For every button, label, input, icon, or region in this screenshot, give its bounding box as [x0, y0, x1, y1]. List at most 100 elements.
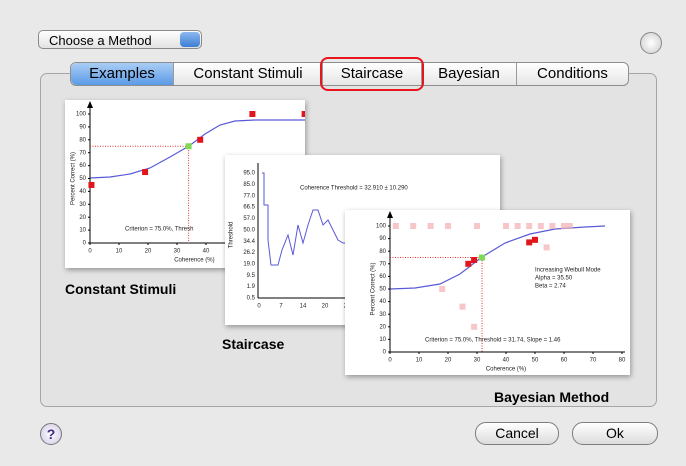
y-axis-label: Threshold: [229, 222, 235, 249]
y-tick-label: 40: [79, 189, 86, 195]
faint-point: [428, 223, 434, 229]
y-tick-label: 10: [379, 337, 386, 343]
faint-point: [515, 223, 521, 229]
faint-point: [561, 223, 567, 229]
example-label: Bayesian Method: [494, 389, 609, 405]
x-tick-label: 7: [279, 304, 283, 310]
y-tick-label: 20: [379, 324, 386, 330]
y-tick-label: 85.0: [243, 182, 255, 188]
help-button[interactable]: ?: [40, 423, 62, 445]
y-tick-label: 57.0: [243, 216, 255, 222]
y-tick-label: 50.0: [243, 227, 255, 233]
tab[interactable]: Staircase: [322, 63, 421, 85]
faint-point: [471, 324, 477, 330]
y-axis-label: Percent Correct (%): [71, 152, 77, 205]
annotation: Beta = 2.74: [535, 284, 567, 290]
faint-point: [474, 223, 480, 229]
data-point: [142, 169, 148, 175]
annotation: Coherence Threshold = 32.910 ± 10.290: [300, 186, 408, 192]
tab[interactable]: Bayesian: [421, 63, 516, 85]
popup-text: Choose a Method: [49, 33, 152, 48]
ok-button[interactable]: Ok: [572, 422, 658, 445]
x-tick-label: 30: [174, 249, 181, 255]
y-axis-label: Percent Correct (%): [371, 262, 377, 315]
data-point: [526, 239, 532, 245]
y-tick-label: 95.0: [243, 171, 255, 177]
x-tick-label: 60: [561, 358, 568, 364]
x-tick-label: 0: [88, 249, 92, 255]
method-popup[interactable]: Choose a Method: [38, 30, 202, 49]
y-tick-label: 70: [379, 261, 386, 267]
faint-point: [526, 223, 532, 229]
x-tick-label: 70: [590, 358, 597, 364]
annotation: Criterion = 75.0%, Thresh: [125, 227, 193, 233]
x-tick-label: 50: [532, 358, 539, 364]
y-tick-label: 50: [79, 176, 86, 182]
example-label: Constant Stimuli: [65, 281, 176, 297]
y-tick-label: 26.2: [243, 250, 255, 256]
data-point: [197, 137, 203, 143]
faint-point: [549, 223, 555, 229]
y-tick-label: 30: [79, 202, 86, 208]
faint-point: [538, 223, 544, 229]
x-tick-label: 0: [257, 304, 261, 310]
y-tick-label: 80: [79, 137, 86, 143]
thumbnail-plot: 010203040506070809010001020304050607080C…: [345, 210, 630, 375]
y-tick-label: 90: [379, 236, 386, 242]
x-tick-label: 10: [116, 249, 123, 255]
y-tick-label: 60: [379, 274, 386, 280]
faint-point: [567, 223, 573, 229]
y-tick-label: 77.0: [243, 193, 255, 199]
x-tick-label: 20: [445, 358, 452, 364]
threshold-point: [479, 255, 485, 261]
y-tick-label: 19.0: [243, 261, 255, 267]
x-axis-label: Coherence (%): [174, 258, 214, 264]
y-tick-label: 90: [79, 124, 86, 130]
y-tick-label: 60: [79, 163, 86, 169]
tab[interactable]: Examples: [71, 63, 173, 85]
faint-point: [439, 286, 445, 292]
annotation: Alpha = 35.50: [535, 276, 573, 282]
lock-icon[interactable]: [640, 32, 662, 54]
data-point: [465, 261, 471, 267]
data-point: [302, 111, 305, 117]
faint-point: [410, 223, 416, 229]
x-tick-label: 40: [503, 358, 510, 364]
bayesian-thumbnail: 010203040506070809010001020304050607080C…: [345, 210, 630, 375]
dialog: Choose a Method ExamplesConstant Stimuli…: [0, 0, 686, 466]
data-point: [471, 257, 477, 263]
data-point: [249, 111, 255, 117]
annotation: Increasing Weibull Mode: [535, 268, 601, 274]
tab[interactable]: Constant Stimuli: [173, 63, 322, 85]
example-label: Staircase: [222, 336, 284, 352]
y-tick-label: 100: [76, 112, 87, 118]
x-tick-label: 40: [203, 249, 210, 255]
fit-curve: [390, 226, 605, 289]
y-tick-label: 20: [79, 215, 86, 221]
data-point: [532, 237, 538, 243]
tab[interactable]: Conditions: [516, 63, 628, 85]
cancel-button[interactable]: Cancel: [475, 422, 559, 445]
faint-point: [460, 304, 466, 310]
y-tick-label: 0: [83, 241, 87, 247]
x-tick-label: 0: [388, 358, 392, 364]
x-tick-label: 20: [145, 249, 152, 255]
x-tick-label: 20: [322, 304, 329, 310]
y-tick-label: 50: [379, 287, 386, 293]
popup-arrow: [180, 32, 200, 47]
y-tick-label: 80: [379, 249, 386, 255]
y-tick-label: 100: [376, 224, 387, 230]
axis-arrow: [87, 101, 93, 108]
y-tick-label: 0: [383, 350, 387, 356]
x-tick-label: 10: [416, 358, 423, 364]
y-tick-label: 66.5: [243, 205, 255, 211]
y-tick-label: 0.5: [247, 296, 256, 302]
y-tick-label: 10: [79, 228, 86, 234]
x-axis-label: Coherence (%): [486, 367, 526, 373]
y-tick-label: 70: [79, 150, 86, 156]
data-point: [88, 182, 94, 188]
x-tick-label: 14: [300, 304, 307, 310]
faint-point: [393, 223, 399, 229]
x-tick-label: 80: [619, 358, 626, 364]
